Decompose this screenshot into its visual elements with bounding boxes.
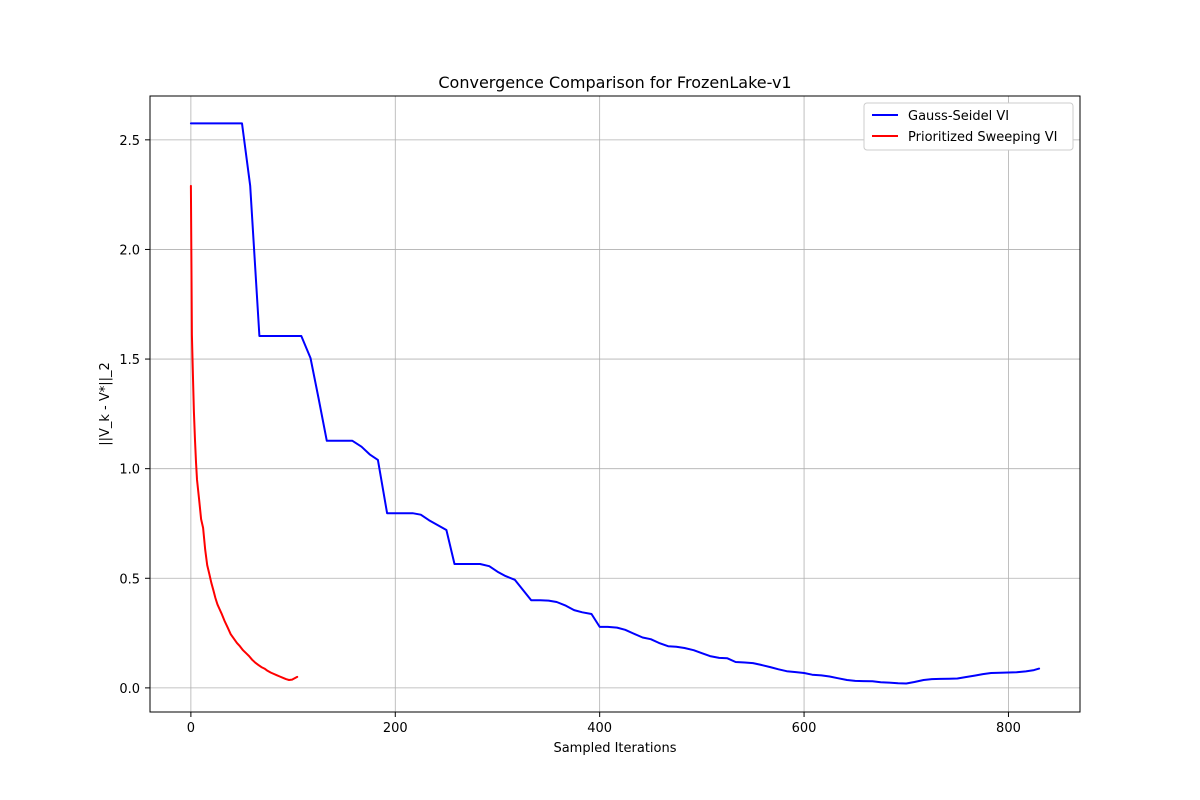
- chart-title: Convergence Comparison for FrozenLake-v1: [438, 73, 791, 92]
- y-tick-label: 1.5: [119, 353, 140, 368]
- y-tick-label: 1.0: [119, 463, 140, 478]
- legend-box: [863, 102, 1074, 151]
- plot-area-frame: [149, 95, 1081, 713]
- y-tick-label: 2.0: [119, 243, 140, 258]
- x-tick-label: 800: [996, 721, 1021, 736]
- y-axis-label: ||V_k - V*||_2: [98, 362, 113, 446]
- x-tick-label: 0: [187, 721, 195, 736]
- series-lines: [189, 122, 1041, 685]
- legend-label-prioritized-sweeping: Prioritized Sweeping VI: [908, 130, 1058, 145]
- x-tick-label: 400: [587, 721, 612, 736]
- x-tick-label: 200: [383, 721, 408, 736]
- y-tick-label: 2.5: [119, 134, 140, 149]
- x-axis-label: Sampled Iterations: [553, 741, 676, 756]
- y-tick-label: 0.5: [119, 572, 140, 587]
- x-tick-label: 600: [792, 721, 817, 736]
- legend: Gauss-Seidel VI Prioritized Sweeping VI: [863, 102, 1074, 151]
- series-line-gauss-seidel-vi: [189, 122, 1041, 685]
- grid: [150, 96, 1080, 712]
- axis-ticks: 0 200 400 600 800 0.0 0.5 1.0 1.5 2.0 2.5: [119, 134, 1021, 736]
- y-tick-label: 0.0: [119, 682, 140, 697]
- legend-label-gauss-seidel: Gauss-Seidel VI: [908, 109, 1009, 124]
- series-line-prioritized-sweeping-vi: [189, 184, 299, 681]
